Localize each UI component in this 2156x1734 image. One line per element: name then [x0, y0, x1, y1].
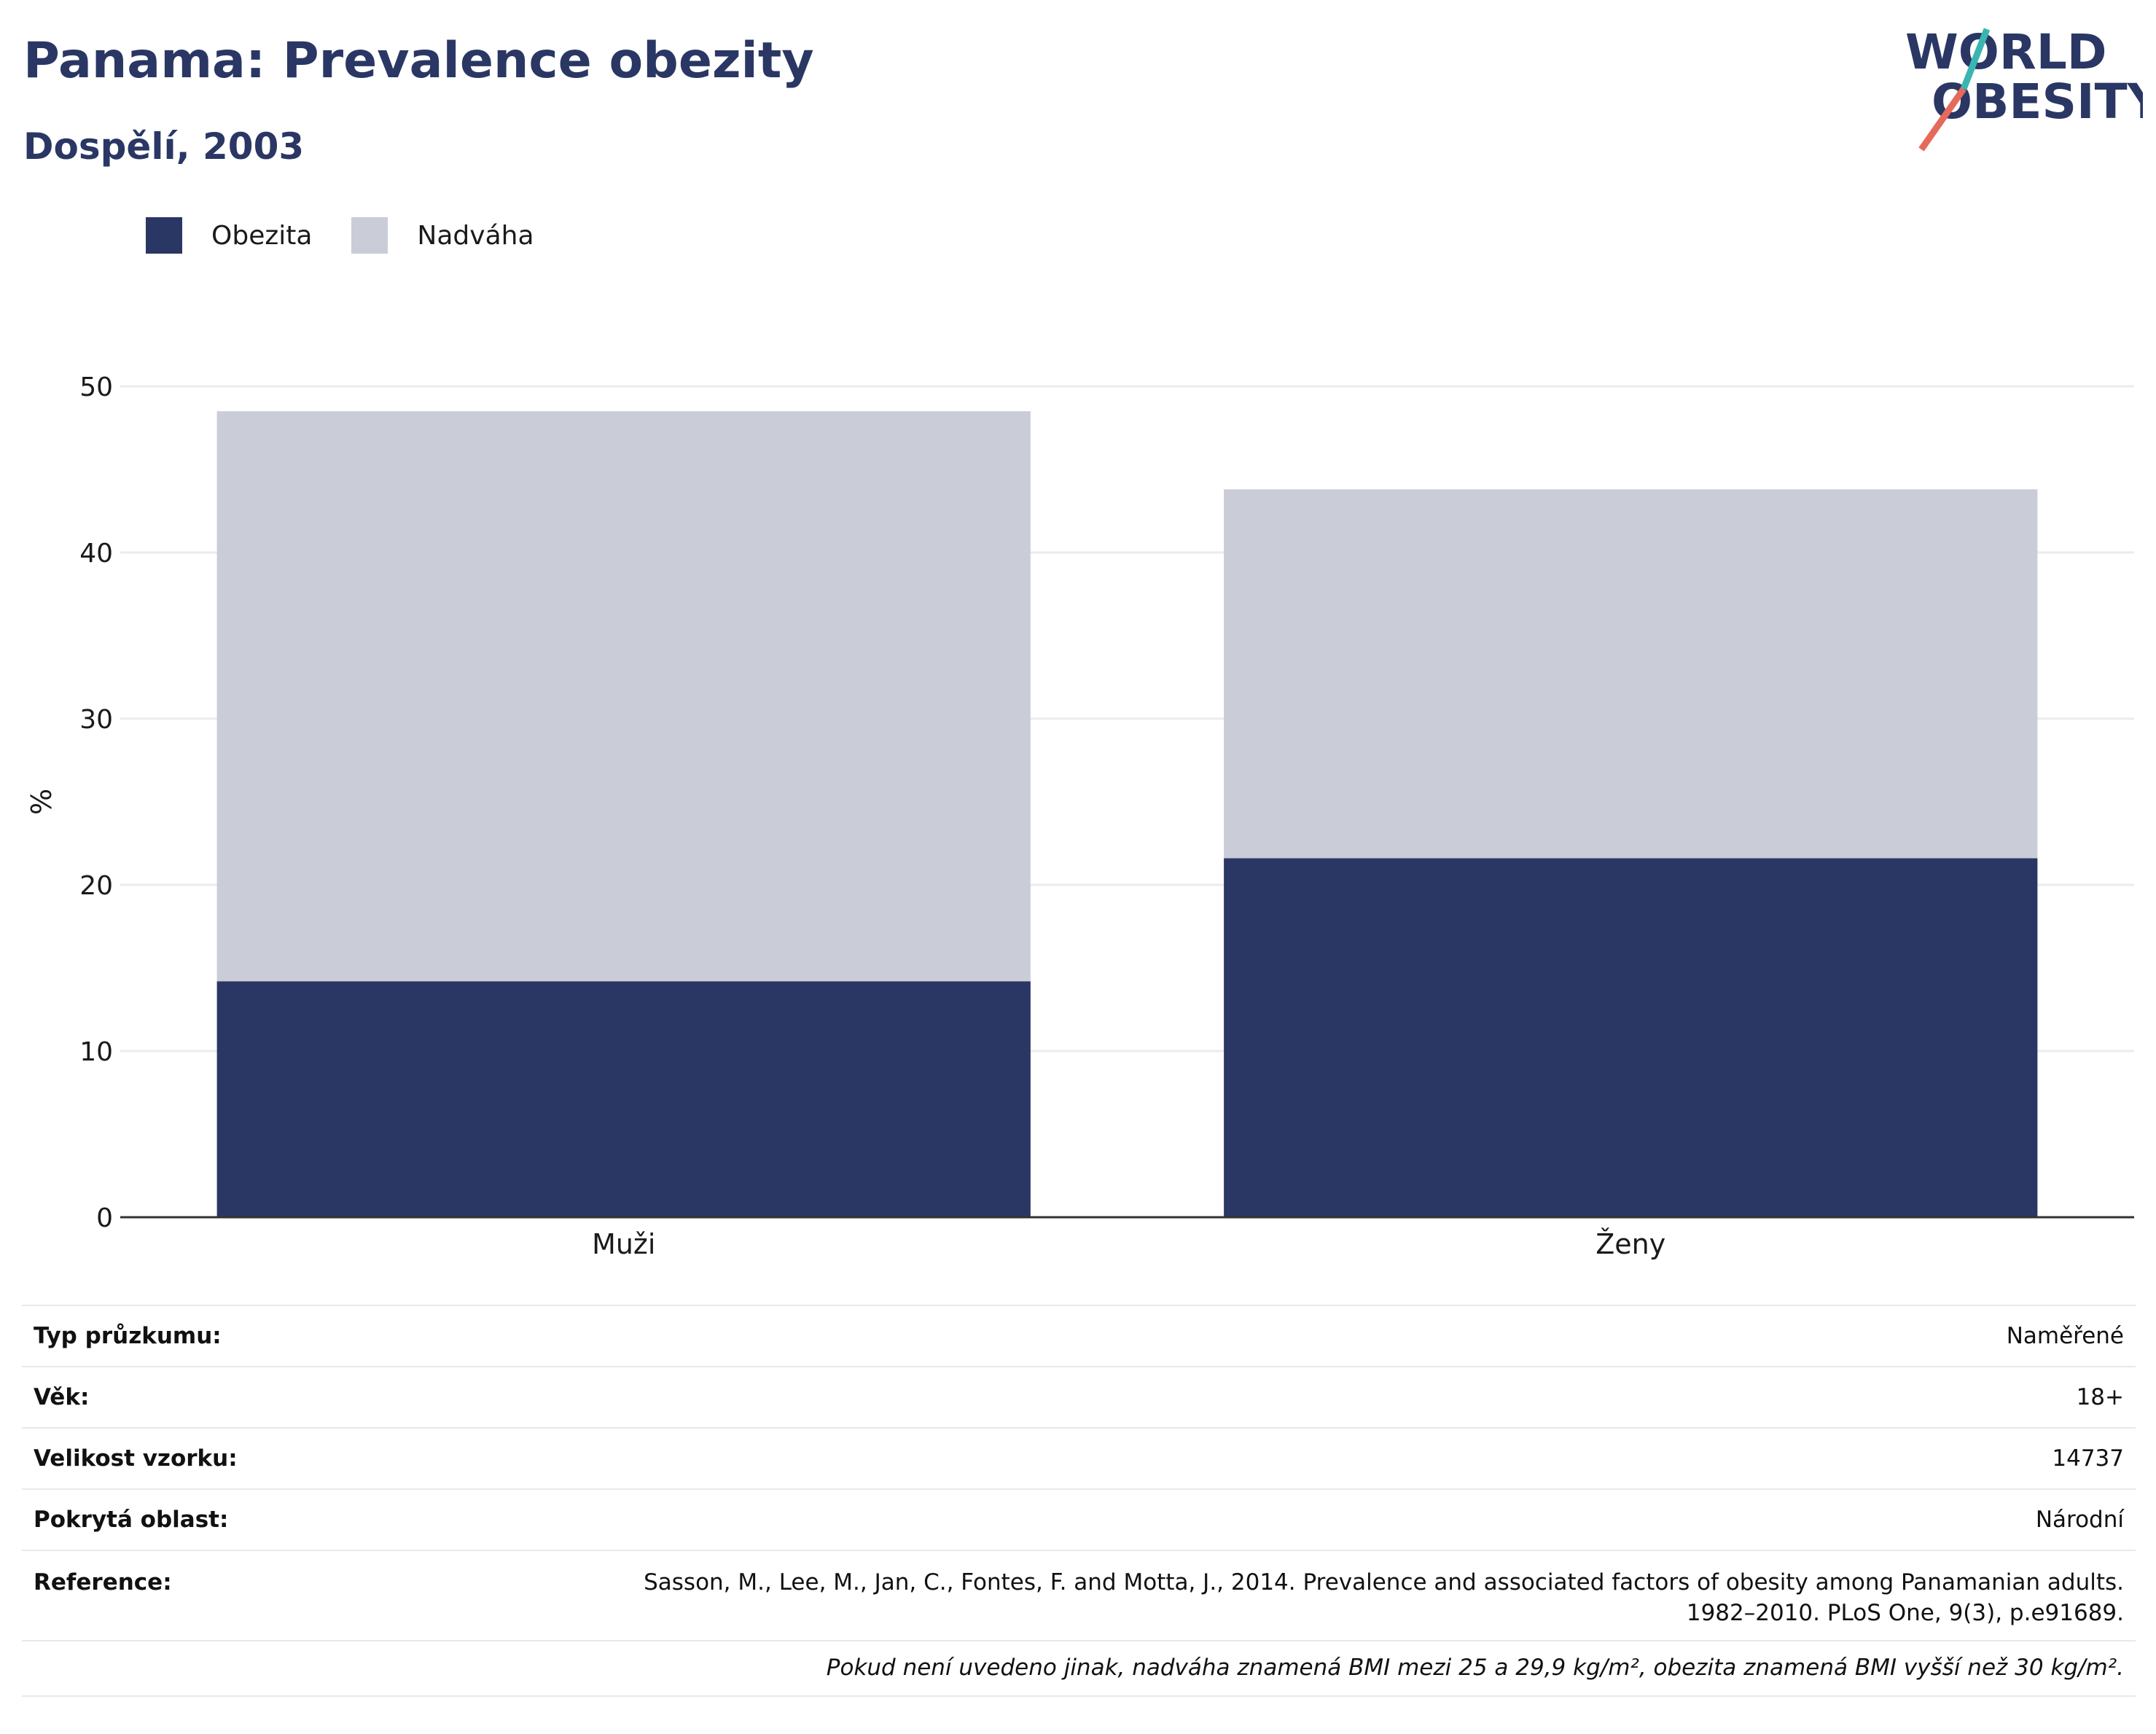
y-tick-label: 10 [79, 1037, 113, 1067]
bar-chart: 0 10 20 30 40 50% Muži Ženy [26, 372, 2134, 1260]
y-tick-label: 50 [79, 372, 113, 402]
meta-value: 14737 [555, 1428, 2136, 1490]
legend: Obezita Nadváha [146, 217, 574, 254]
meta-row-sample-size: Velikost vzorku: 14737 [22, 1428, 2136, 1490]
legend-label-obesity: Obezita [211, 220, 313, 251]
bar-obesity [1224, 858, 2038, 1217]
meta-row-age: Věk: 18+ [22, 1367, 2136, 1429]
x-category-label: Ženy [1595, 1228, 1665, 1260]
reference-line-1: Sasson, M., Lee, M., Jan, C., Fontes, F.… [644, 1569, 2124, 1596]
legend-label-overweight: Nadváha [417, 220, 534, 251]
chart-subtitle: Dospělí, 2003 [23, 125, 305, 168]
meta-value: 18+ [555, 1367, 2136, 1429]
y-tick-label: 0 [96, 1203, 113, 1233]
meta-value: Naměřené [555, 1305, 2136, 1367]
y-axis-label: % [26, 789, 58, 815]
meta-row-survey-type: Typ průzkumu: Naměřené [22, 1305, 2136, 1367]
bar-overweight [1224, 489, 2038, 859]
logo-slash-coral [1918, 87, 1966, 152]
logo-word-world: WORLD [1905, 24, 2107, 80]
reference-line-2: 1982–2010. PLoS One, 9(3), p.e91689. [1686, 1600, 2124, 1626]
bar-obesity [216, 981, 1031, 1217]
legend-item-obesity[interactable]: Obezita [146, 217, 312, 254]
y-tick-label: 30 [79, 705, 113, 735]
meta-label: Věk: [22, 1367, 555, 1429]
world-obesity-logo: WORLD OBESITY [1905, 24, 2143, 152]
meta-label: Velikost vzorku: [22, 1428, 555, 1490]
legend-swatch-overweight [351, 217, 388, 254]
legend-item-overweight[interactable]: Nadváha [351, 217, 534, 254]
bar-overweight [216, 411, 1031, 982]
meta-label: Pokrytá oblast: [22, 1489, 555, 1551]
survey-metadata-table: Typ průzkumu: Naměřené Věk: 18+ Velikost… [22, 1305, 2136, 1641]
meta-row-area: Pokrytá oblast: Národní [22, 1489, 2136, 1551]
logo-slash-teal [1960, 28, 1991, 90]
legend-swatch-obesity [146, 217, 182, 254]
x-category-label: Muži [592, 1228, 655, 1260]
meta-value: Národní [555, 1489, 2136, 1551]
meta-row-reference: Reference: Sasson, M., Lee, M., Jan, C.,… [22, 1550, 2136, 1641]
y-tick-label: 40 [79, 539, 113, 569]
y-tick-label: 20 [79, 871, 113, 901]
chart-title: Panama: Prevalence obezity [23, 32, 814, 90]
meta-label: Typ průzkumu: [22, 1305, 555, 1367]
definition-note: Pokud není uvedeno jinak, nadváha znamen… [22, 1639, 2136, 1697]
meta-label: Reference: [22, 1550, 555, 1641]
meta-value-reference: Sasson, M., Lee, M., Jan, C., Fontes, F.… [555, 1550, 2136, 1641]
